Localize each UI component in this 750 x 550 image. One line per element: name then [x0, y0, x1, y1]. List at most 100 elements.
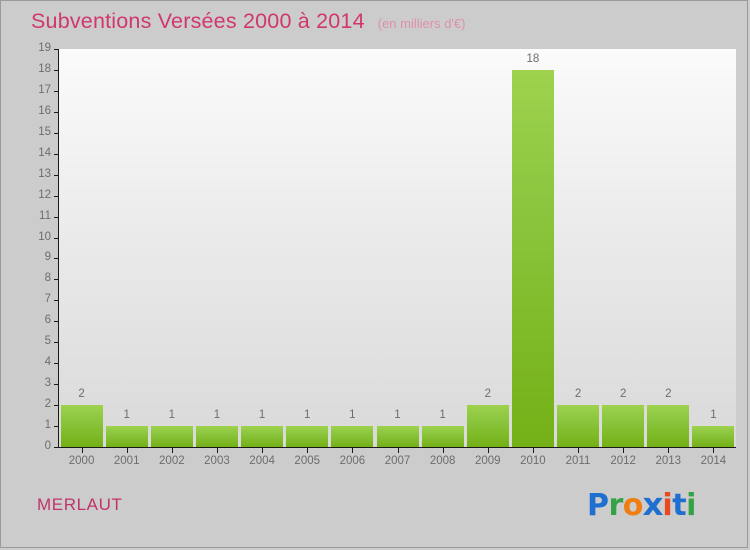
y-tick-mark	[54, 174, 59, 176]
bar[interactable]	[241, 426, 284, 447]
bar[interactable]	[557, 405, 600, 447]
bar[interactable]	[421, 426, 464, 447]
y-tick-label: 6	[44, 314, 51, 327]
bar-value-label: 1	[168, 409, 176, 422]
x-tick-mark	[262, 448, 264, 453]
y-axis-tick: 11	[1, 210, 59, 222]
bar-value-label: 18	[526, 52, 540, 65]
y-axis-tick: 12	[1, 189, 59, 201]
bar-value-label: 1	[304, 409, 311, 422]
x-tick-label: 2013	[655, 455, 682, 467]
plot-area	[59, 49, 736, 447]
y-tick-label: 19	[38, 42, 51, 54]
y-tick-mark	[54, 69, 59, 71]
bar[interactable]	[602, 405, 645, 447]
y-tick-label: 7	[44, 293, 51, 306]
x-tick-mark	[713, 448, 715, 453]
y-tick-mark	[54, 426, 59, 428]
logo-letter: i	[686, 488, 696, 523]
x-tick-mark	[81, 448, 83, 453]
x-tick-label: 2012	[610, 455, 636, 467]
logo-letter: t	[672, 488, 687, 523]
logo-letter: i	[662, 488, 673, 523]
y-tick-mark	[54, 111, 59, 113]
y-tick-label: 13	[38, 167, 51, 180]
bar[interactable]	[692, 426, 735, 447]
y-tick-mark	[54, 195, 59, 197]
y-axis-tick: 18	[1, 63, 59, 75]
y-tick-mark	[54, 342, 59, 344]
bar-value-label: 1	[439, 409, 446, 422]
y-tick-label: 0	[44, 440, 51, 452]
y-axis-tick: 19	[1, 42, 59, 54]
y-tick-mark	[54, 300, 59, 302]
x-tick-mark	[442, 448, 444, 453]
y-tick-label: 3	[44, 377, 51, 390]
y-tick-label: 4	[44, 356, 51, 369]
y-tick-mark	[54, 279, 59, 281]
bar[interactable]	[60, 405, 103, 447]
y-tick-mark	[54, 132, 59, 134]
y-tick-label: 1	[44, 419, 51, 432]
x-tick-label: 2003	[204, 455, 230, 467]
x-tick-label: 2011	[565, 455, 591, 467]
logo-letter: x	[642, 487, 663, 523]
page-title: Subventions Versées 2000 à 2014	[31, 9, 365, 33]
x-tick-mark	[216, 448, 218, 453]
x-tick-mark	[126, 448, 128, 453]
bar[interactable]	[195, 426, 238, 447]
y-tick-mark	[54, 90, 59, 92]
logo-letter: r	[608, 488, 624, 523]
x-tick-mark	[171, 448, 173, 453]
y-tick-mark	[54, 216, 59, 218]
y-tick-label: 9	[44, 251, 51, 264]
bar[interactable]	[647, 405, 690, 447]
y-tick-mark	[54, 237, 59, 239]
y-axis-tick: 0	[1, 440, 59, 452]
commune-name: MERLAUT	[37, 495, 123, 514]
y-tick-label: 5	[44, 335, 51, 348]
bar-value-label: 1	[258, 409, 266, 422]
y-axis-tick: 3	[1, 377, 59, 389]
bar[interactable]	[466, 405, 509, 447]
x-axis-line	[58, 447, 736, 448]
y-axis-tick: 15	[1, 126, 59, 138]
bar[interactable]	[150, 426, 193, 447]
x-tick-mark	[668, 448, 670, 453]
y-axis-tick: 13	[1, 168, 59, 180]
y-tick-mark	[54, 363, 59, 365]
x-tick-label: 2008	[429, 455, 456, 467]
y-tick-label: 12	[38, 188, 51, 201]
x-tick-label: 2010	[520, 455, 546, 467]
x-tick-label: 2001	[113, 455, 140, 467]
x-tick-label: 2005	[294, 455, 321, 467]
logo-letter: o	[622, 488, 644, 523]
bar-value-label: 1	[394, 409, 401, 422]
x-tick-label: 2006	[339, 455, 366, 467]
bar-value-label: 2	[619, 388, 627, 401]
bar[interactable]	[331, 426, 374, 447]
y-axis-tick: 14	[1, 147, 59, 159]
bar[interactable]	[376, 426, 419, 447]
y-tick-label: 11	[39, 209, 51, 222]
x-tick-mark	[532, 448, 534, 453]
bar-value-label: 2	[78, 388, 85, 401]
proxiti-logo[interactable]: Proxiti	[587, 488, 696, 523]
y-axis-tick: 10	[1, 231, 59, 243]
y-tick-mark	[54, 321, 59, 323]
y-tick-label: 2	[44, 398, 51, 411]
y-tick-mark	[54, 384, 59, 386]
bar[interactable]	[105, 426, 148, 447]
bar-value-label: 1	[710, 409, 717, 422]
y-tick-mark	[54, 49, 59, 50]
y-axis-tick: 1	[1, 419, 59, 431]
y-axis-tick: 2	[1, 398, 59, 410]
chart-subtitle: (en milliers d'€)	[377, 16, 466, 31]
x-tick-mark	[352, 448, 354, 453]
y-tick-mark	[54, 153, 59, 155]
bar[interactable]	[286, 426, 329, 447]
y-tick-label: 8	[44, 272, 51, 285]
y-axis-tick: 5	[1, 335, 59, 347]
bar[interactable]	[511, 69, 554, 447]
